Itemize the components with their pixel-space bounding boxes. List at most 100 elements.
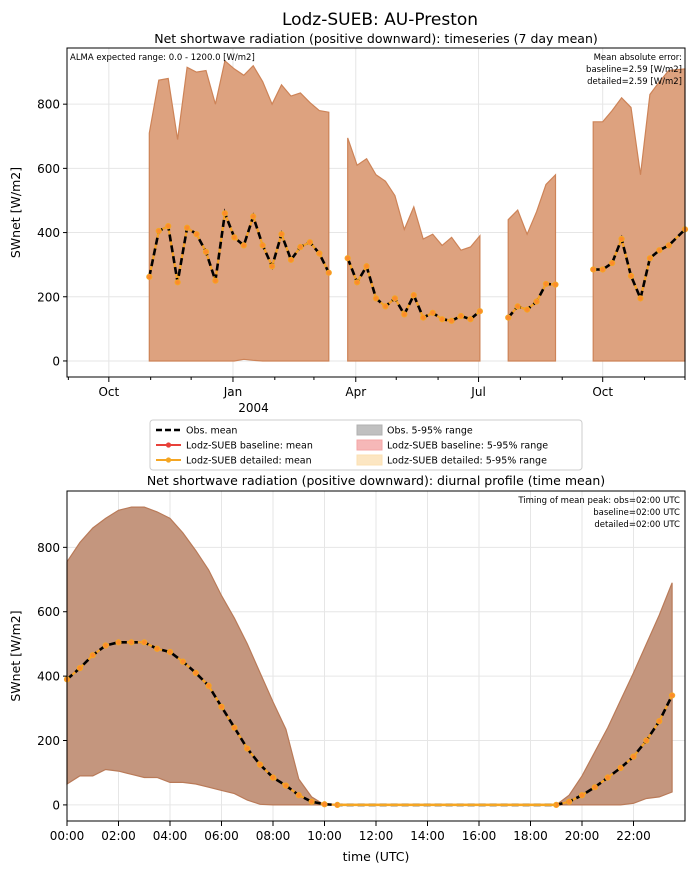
mae-annotation-line: detailed=2.59 [W/m2] [587,77,682,87]
x-tick-label: 16:00 [462,829,497,843]
mean-marker [250,213,257,220]
x-tick-label: 06:00 [204,829,239,843]
mean-marker [231,724,238,731]
mean-marker [354,279,361,286]
mean-marker [448,317,455,324]
x-tick-label: 10:00 [307,829,342,843]
legend-label: Lodz-SUEB detailed: mean [186,456,312,467]
mean-marker [457,312,465,320]
mean-marker [244,745,251,752]
mean-marker [578,792,586,799]
legend-label: Lodz-SUEB baseline: mean [186,441,313,452]
mean-marker [604,774,611,781]
x-tick-label: 04:00 [153,829,188,843]
mean-marker [542,280,550,288]
mean-marker [166,648,174,656]
mean-marker [514,303,521,310]
legend-label: Lodz-SUEB detailed: 5-95% range [387,456,547,467]
mean-marker [656,718,663,725]
legend-label: Obs. 5-95% range [387,426,473,437]
x-tick-label: 22:00 [616,829,651,843]
mean-marker [192,669,199,677]
x-tick-label: 12:00 [359,829,394,843]
mean-marker [609,259,616,267]
obs-mean-line [593,228,686,303]
diurnal-x-ticks: 00:00 02:00 04:00 06:00 08:00 10:00 12:00 14:00… [50,821,651,843]
diurnal-annotation-right: Timing of mean peak: obs=02:00 UTC baseli… [517,496,680,530]
peak-timing-annotation-line: Timing of mean peak: obs=02:00 UTC [517,496,680,506]
timeseries-panel: Net shortwave radiation (positive downwa… [8,31,689,415]
x-tick-label: 20:00 [565,829,600,843]
mean-marker [617,764,624,771]
mean-marker [524,306,531,313]
y-tick-label: 600 [37,605,60,619]
mean-marker [183,224,191,231]
mean-marker [627,272,635,279]
y-tick-label: 800 [37,98,60,112]
mean-marker [218,703,225,710]
mae-annotation-line: Mean absolute error: [594,53,682,63]
timeseries-mean-lines [146,208,689,324]
mean-marker [193,231,200,238]
mean-marker [429,309,436,316]
y-tick-label: 400 [37,226,60,240]
mean-marker [141,639,148,646]
mean-marker [656,247,663,254]
mean-marker [115,639,122,646]
diurnal-y-ticks: 0 200 400 600 800 [37,541,67,812]
mean-marker [591,784,598,791]
y-tick-label: 400 [37,670,60,684]
legend-marker [165,457,172,463]
range-band-segment [347,137,481,362]
mean-marker [363,263,370,270]
range-band-segment [507,173,557,362]
mean-marker [325,269,332,276]
figure-suptitle: Lodz-SUEB: AU-Preston [282,10,478,30]
mean-marker [89,652,96,659]
x-tick-label: 14:00 [410,829,445,843]
mean-marker [467,316,474,323]
x-tick-label: Apr [345,385,366,399]
mae-annotation-line: baseline=2.59 [W/m2] [586,65,682,75]
mean-marker [420,314,427,321]
timeseries-year-label: 2004 [238,401,269,415]
diurnal-mean-lines [63,639,676,809]
mean-marker [665,242,672,249]
timeseries-y-ticks: 0 200 400 600 800 [37,98,67,368]
mean-marker [287,256,295,263]
diurnal-bands [66,506,673,806]
mean-marker [646,255,654,262]
y-tick-label: 0 [52,798,60,812]
timeseries-annotation-right: Mean absolute error: baseline=2.59 [W/m2]… [586,53,682,87]
mean-marker [321,801,328,808]
legend-patch-swatch [356,424,383,436]
mean-marker [257,761,264,768]
timeseries-bands [148,59,686,362]
mean-marker [439,316,446,323]
diurnal-panel: Net shortwave radiation (positive downwa… [8,473,686,864]
diurnal-title: Net shortwave radiation (positive downwa… [147,473,605,488]
mean-marker [630,753,637,760]
mean-marker [282,782,289,789]
mean-marker [212,277,219,284]
x-tick-label: Jan [223,385,243,399]
x-tick-label: 00:00 [50,829,85,843]
mean-marker [259,242,266,249]
mean-marker [316,250,323,257]
mean-marker [566,798,573,805]
mean-marker [155,227,162,235]
mean-marker [344,255,351,262]
y-tick-label: 600 [37,162,60,176]
timeseries-x-ticks: Oct Jan Apr Jul Oct [67,377,686,399]
mean-marker [295,792,302,799]
legend-patch-swatch [356,454,383,466]
mean-marker [643,737,650,744]
range-band-segment [592,68,686,362]
legend-marker [165,442,172,448]
legend-patch-swatch [356,439,383,451]
mean-marker [269,774,277,781]
mean-marker [599,266,606,273]
mean-marker [297,243,304,251]
mean-marker [372,295,380,302]
mean-marker [669,692,676,699]
